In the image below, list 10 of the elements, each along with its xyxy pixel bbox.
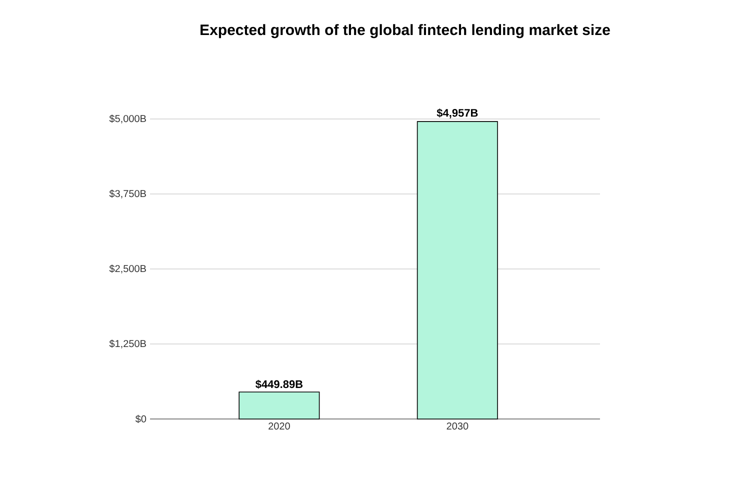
y-tick-label: $1,250B (109, 340, 146, 348)
x-tick-label: 2030 (446, 422, 468, 430)
chart-title: Expected growth of the global fintech lending market size (200, 24, 610, 38)
y-tick-label: $2,500B (109, 264, 146, 274)
data-label: $449.89B (256, 380, 303, 389)
y-tick-label: $3,750B (109, 190, 146, 198)
y-tick-label: $0 (135, 414, 146, 424)
y-tick-label: $5,000B (109, 114, 146, 124)
data-label: $4,957B (436, 108, 478, 118)
x-tick-label: 2020 (268, 422, 290, 430)
